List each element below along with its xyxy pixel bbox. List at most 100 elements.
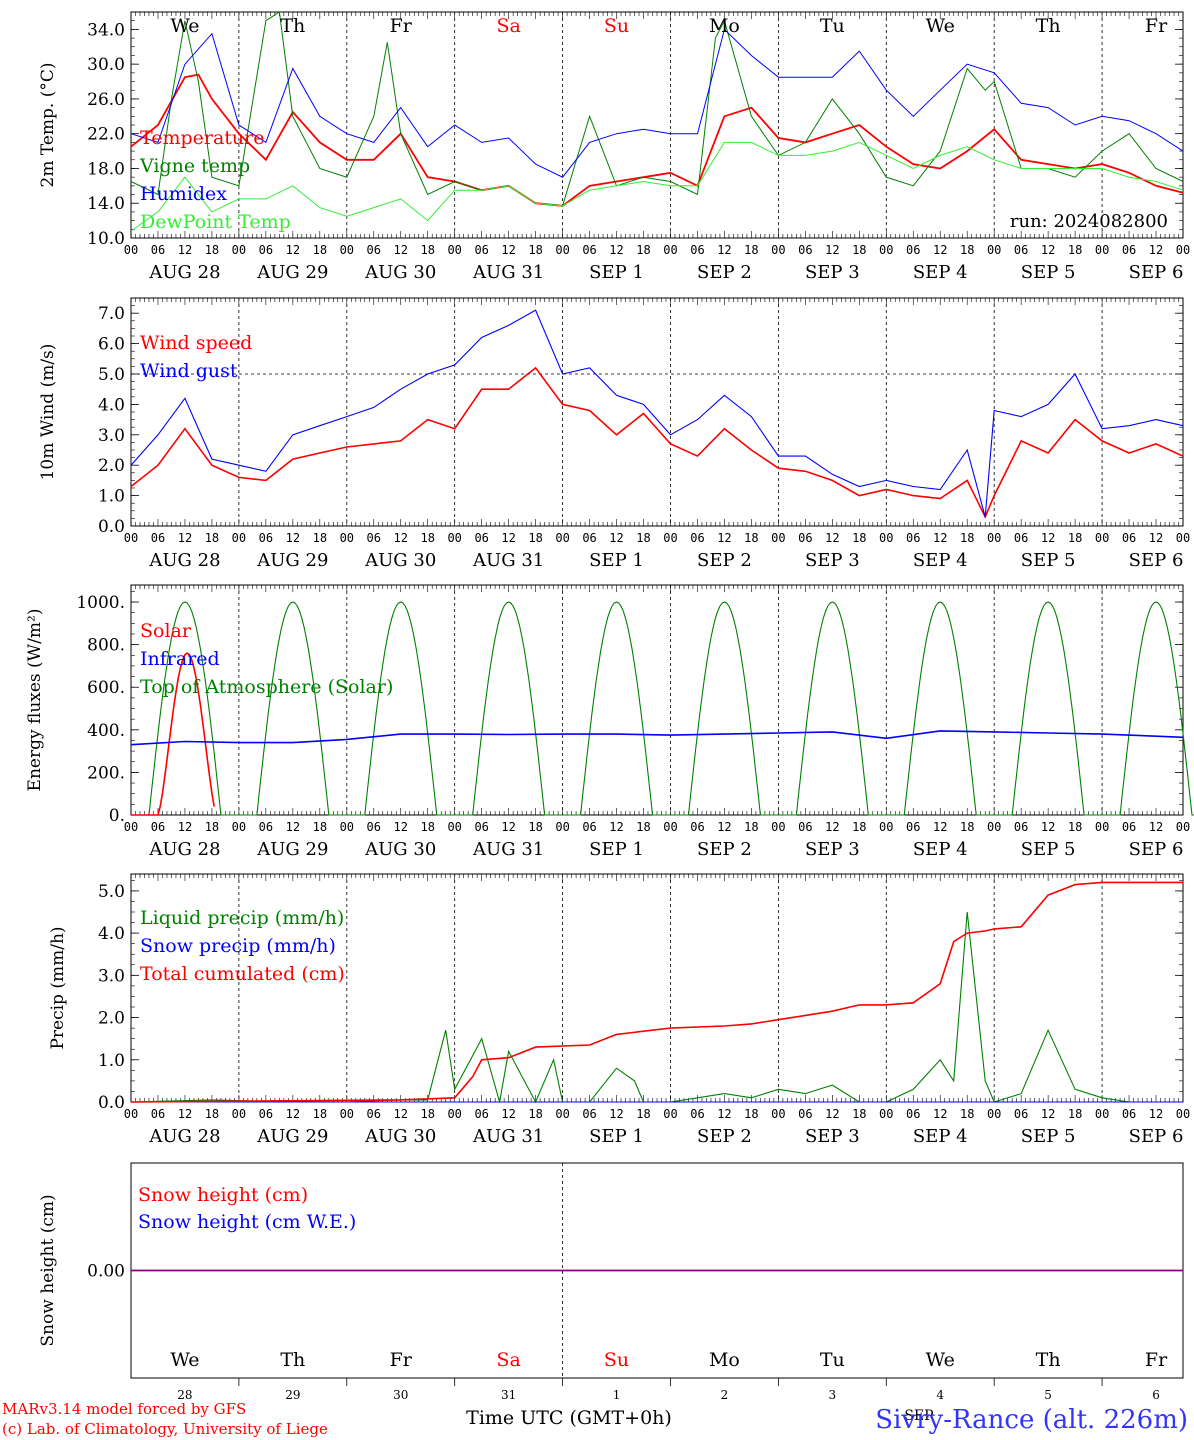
y-tick-label: 14.0 [87, 194, 125, 214]
y-axis-label: Precip (mm/h) [48, 926, 68, 1049]
date-label: AUG 29 [256, 262, 328, 283]
hour-tick-label: 06 [1122, 820, 1136, 834]
legend-entry: Vigne temp [139, 155, 250, 177]
run-label: run: 2024082800 [1010, 211, 1168, 232]
hour-tick-label: 18 [744, 1107, 758, 1121]
hour-tick-label: 06 [906, 820, 920, 834]
panel-5: 0.00 Snow height (cm) Snow height (cm) Snow… [38, 1162, 1184, 1402]
day-number-label: 31 [501, 1388, 516, 1402]
hour-tick-label: 12 [933, 1107, 947, 1121]
hour-tick-label: 18 [420, 1107, 434, 1121]
y-tick-label: 5.0 [98, 882, 125, 902]
hour-tick-label: 18 [420, 243, 434, 257]
hour-tick-label: 12 [609, 243, 623, 257]
hour-tick-label: 06 [582, 243, 596, 257]
date-label: SEP 5 [1021, 1126, 1076, 1147]
hour-tick-label: 06 [367, 1107, 381, 1121]
footer: MARv3.14 model forced by GFS (c) Lab. of … [2, 1400, 1188, 1438]
date-label: AUG 28 [148, 839, 220, 860]
hour-tick-label: 06 [259, 243, 273, 257]
series-line-toa [131, 601, 1194, 816]
hour-tick-label: 06 [906, 531, 920, 545]
weekday-label: Sa [496, 15, 520, 37]
hour-tick-label: 12 [1149, 820, 1163, 834]
panel-1: 10.0 14.0 18.0 22.0 26.0 30.0 34.0 2m Temp. (°C… [38, 11, 1190, 283]
hour-tick-label: 06 [906, 1107, 920, 1121]
hour-tick-label: 12 [1041, 820, 1055, 834]
hour-tick-label: 06 [582, 1107, 596, 1121]
hour-tick-label: 06 [474, 820, 488, 834]
hour-tick-label: 06 [798, 243, 812, 257]
day-number-label: 6 [1152, 1388, 1160, 1402]
hour-tick-label: 06 [690, 820, 704, 834]
hour-tick-label: 06 [259, 820, 273, 834]
hour-tick-label: 18 [636, 243, 650, 257]
hour-tick-label: 06 [690, 1107, 704, 1121]
hour-tick-label: 00 [1095, 531, 1109, 545]
hour-tick-label: 00 [124, 1107, 138, 1121]
x-axis-title: Time UTC (GMT+0h) [466, 1407, 672, 1429]
hour-tick-label: 00 [879, 531, 893, 545]
hour-tick-label: 12 [933, 820, 947, 834]
hour-tick-label: 12 [609, 1107, 623, 1121]
y-tick-label: 10.0 [87, 229, 125, 249]
date-label: SEP 6 [1129, 262, 1184, 283]
hour-tick-label: 18 [313, 1107, 327, 1121]
series-line-1 [130, 911, 1183, 1104]
y-tick-label: 3.0 [98, 426, 125, 446]
panel-frame [130, 11, 1184, 239]
hour-tick-label: 18 [744, 820, 758, 834]
legend-entry: Solar [140, 620, 192, 642]
y-tick-label: 0.00 [87, 1262, 125, 1282]
hour-tick-label: 12 [178, 1107, 192, 1121]
series-line-2 [130, 309, 1184, 518]
hour-tick-label: 00 [447, 531, 461, 545]
y-tick-label: 200. [87, 763, 125, 783]
legend-entry: Liquid precip (mm/h) [140, 907, 344, 929]
hour-tick-label: 12 [1041, 1107, 1055, 1121]
hour-tick-label: 06 [1014, 820, 1028, 834]
date-label: AUG 30 [364, 550, 436, 571]
hour-tick-label: 12 [394, 1107, 408, 1121]
legend-entry: Top of Atmosphere (Solar) [140, 676, 393, 698]
hour-tick-label: 18 [420, 531, 434, 545]
hour-tick-label: 12 [286, 1107, 300, 1121]
date-label: AUG 29 [256, 550, 328, 571]
series-line-4 [130, 141, 1184, 232]
hour-tick-label: 18 [528, 243, 542, 257]
legend-entry: Wind gust [140, 360, 238, 382]
date-label: SEP 4 [913, 550, 968, 571]
hour-tick-label: 00 [879, 1107, 893, 1121]
hour-tick-label: 00 [879, 243, 893, 257]
date-label: SEP 1 [589, 839, 644, 860]
date-label: SEP 4 [913, 262, 968, 283]
hour-tick-label: 00 [555, 1107, 569, 1121]
date-label: AUG 31 [472, 262, 544, 283]
y-axis-label: Snow height (cm) [38, 1194, 58, 1346]
weekday-label: Tu [820, 15, 845, 37]
hour-tick-label: 06 [367, 820, 381, 834]
hour-tick-label: 00 [555, 243, 569, 257]
location-label: Sivry-Rance (alt. 226m) [875, 1405, 1188, 1435]
hour-tick-label: 06 [1122, 1107, 1136, 1121]
y-tick-label: 600. [87, 678, 125, 698]
date-label: AUG 28 [148, 550, 220, 571]
date-label: SEP 2 [697, 550, 752, 571]
hour-tick-label: 00 [771, 243, 785, 257]
hour-tick-label: 12 [394, 820, 408, 834]
hour-tick-label: 18 [960, 243, 974, 257]
hour-tick-label: 18 [636, 820, 650, 834]
date-label: SEP 5 [1021, 550, 1076, 571]
series-line-3 [130, 881, 1183, 1103]
series-line-2 [130, 11, 1184, 207]
date-label: SEP 1 [589, 262, 644, 283]
hour-tick-label: 12 [1149, 1107, 1163, 1121]
hour-tick-label: 12 [825, 1107, 839, 1121]
hour-tick-label: 18 [852, 531, 866, 545]
hour-tick-label: 18 [528, 531, 542, 545]
date-label: SEP 3 [805, 262, 860, 283]
date-label: SEP 5 [1021, 262, 1076, 283]
hour-tick-label: 06 [474, 243, 488, 257]
hour-tick-label: 18 [313, 531, 327, 545]
